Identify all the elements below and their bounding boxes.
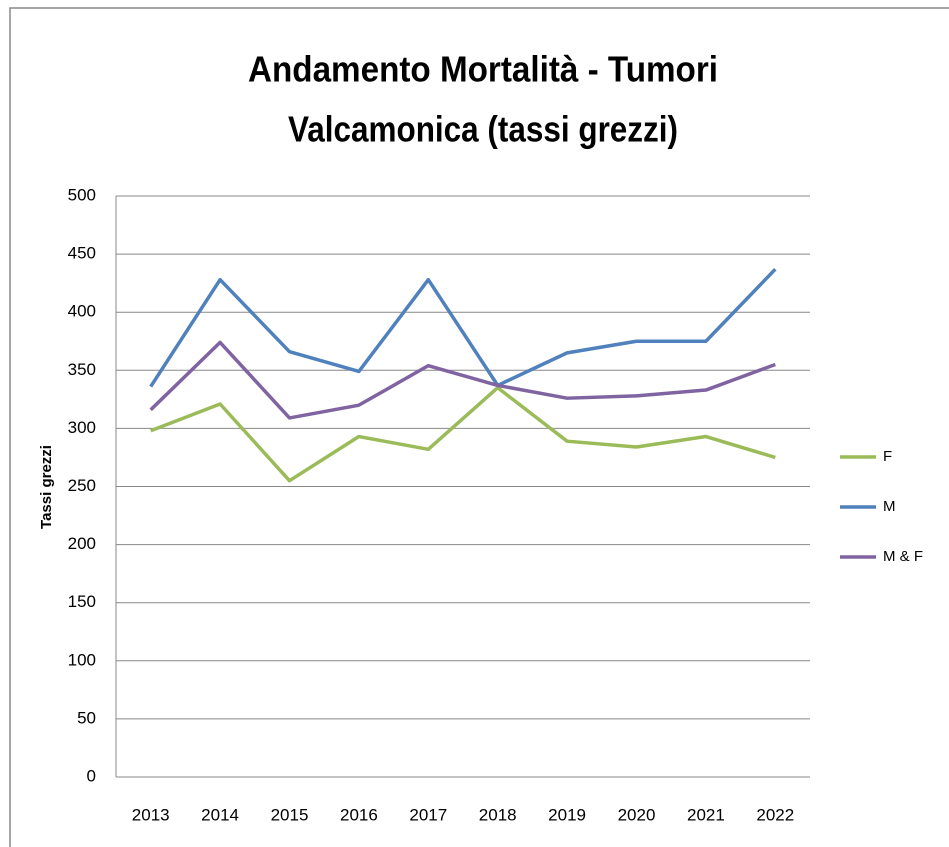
x-tick-label: 2015: [271, 805, 309, 824]
y-tick-label: 50: [77, 708, 96, 727]
series-line: [149, 340, 776, 420]
y-tick-label: 0: [87, 766, 96, 785]
x-tick-label: 2020: [618, 805, 656, 824]
x-tick-label: 2014: [201, 805, 239, 824]
y-tick-label: 150: [68, 592, 96, 611]
x-tick-label: 2016: [340, 805, 378, 824]
x-tick-label: 2017: [409, 805, 447, 824]
legend-label: F: [883, 448, 892, 465]
series-line: [149, 267, 777, 388]
y-tick-label: 200: [68, 534, 96, 553]
legend-label: M: [883, 498, 896, 515]
x-tick-label: 2013: [132, 805, 170, 824]
y-tick-label: 100: [68, 650, 96, 669]
x-tick-label: 2019: [548, 805, 586, 824]
chart-frame: [9, 7, 949, 847]
y-axis-label: Tassi grezzi: [38, 445, 55, 529]
legend-label: M & F: [883, 548, 923, 565]
x-tick-label: 2018: [479, 805, 517, 824]
y-tick-label: 300: [68, 418, 96, 437]
y-tick-label: 450: [68, 244, 96, 263]
y-tick-label: 400: [68, 302, 96, 321]
chart-title: Valcamonica (tassi grezzi): [288, 109, 678, 150]
y-tick-label: 500: [68, 185, 96, 204]
x-tick-label: 2022: [756, 805, 794, 824]
y-tick-label: 250: [68, 476, 96, 495]
x-tick-label: 2021: [687, 805, 725, 824]
chart-title: Andamento Mortalità - Tumori: [248, 49, 718, 90]
series-line: [150, 385, 776, 483]
y-tick-label: 350: [68, 360, 96, 379]
